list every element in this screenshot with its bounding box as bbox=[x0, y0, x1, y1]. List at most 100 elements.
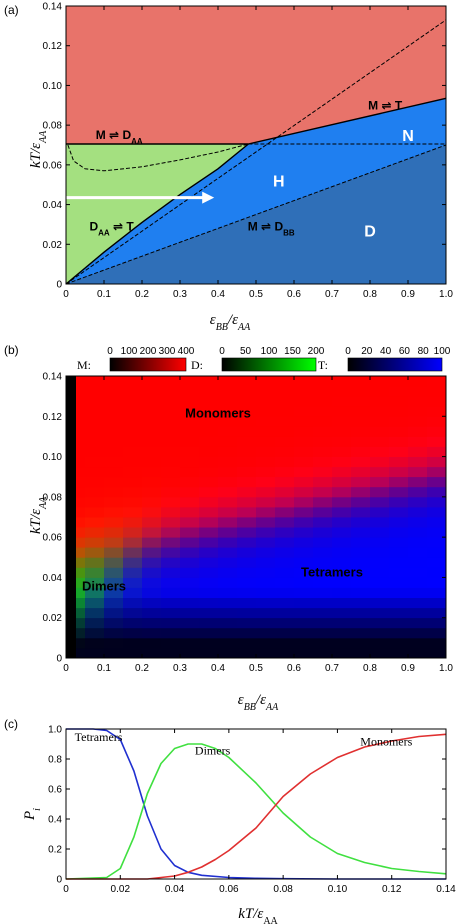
heatmap-cell bbox=[408, 587, 428, 598]
heatmap-cell bbox=[332, 386, 352, 397]
heatmap-cell bbox=[313, 527, 333, 538]
y-tick-label: 0.14 bbox=[43, 2, 63, 13]
heatmap-cell bbox=[123, 637, 143, 649]
heatmap-cell bbox=[104, 637, 124, 649]
heatmap-cell bbox=[104, 607, 124, 619]
heatmap-cell bbox=[199, 627, 219, 639]
heatmap-cell bbox=[237, 466, 257, 478]
heatmap-cell bbox=[199, 496, 219, 508]
colorbar-swatch bbox=[109, 357, 187, 372]
heatmap-cell bbox=[332, 396, 352, 407]
heatmap-cell bbox=[256, 597, 276, 609]
heatmap-cell bbox=[294, 386, 314, 397]
heatmap-cell bbox=[199, 466, 219, 478]
heatmap-cell bbox=[218, 547, 238, 558]
heatmap-cell bbox=[427, 506, 447, 518]
heatmap-cell bbox=[370, 597, 390, 609]
heatmap-cell bbox=[389, 517, 409, 528]
heatmap-cell bbox=[294, 486, 314, 498]
x-tick-label: 0.4 bbox=[211, 663, 225, 674]
heatmap-cell bbox=[427, 436, 447, 447]
heatmap-cell bbox=[180, 466, 200, 478]
y-tick-label: 0 bbox=[56, 875, 62, 886]
heatmap-cell bbox=[104, 466, 124, 478]
heatmap-cell bbox=[123, 597, 143, 609]
heatmap-cell bbox=[294, 547, 314, 558]
heatmap-cell bbox=[161, 527, 181, 538]
heatmap-cell bbox=[180, 426, 200, 437]
heatmap-cell bbox=[256, 466, 276, 478]
panel-a-label: (a) bbox=[4, 3, 19, 17]
heatmap-cell bbox=[408, 506, 428, 518]
heatmap-cell bbox=[85, 376, 105, 387]
heatmap-cell bbox=[104, 597, 124, 609]
y-tick-label: 0 bbox=[56, 280, 62, 291]
heatmap-cell bbox=[408, 577, 428, 588]
heatmap-cell bbox=[76, 637, 86, 649]
heatmap-cell bbox=[123, 627, 143, 639]
heatmap-cell bbox=[237, 436, 257, 447]
heatmap-cell bbox=[123, 436, 143, 447]
heatmap-cell bbox=[294, 396, 314, 407]
heatmap-cell bbox=[275, 547, 295, 558]
heatmap-cell bbox=[142, 396, 162, 407]
heatmap-cell bbox=[76, 587, 86, 598]
heatmap-cell bbox=[256, 547, 276, 558]
heatmap-cell bbox=[76, 476, 86, 488]
heatmap-cell bbox=[256, 486, 276, 498]
heatmap-cell bbox=[389, 386, 409, 397]
x-tick-label: 1.0 bbox=[439, 663, 453, 674]
heatmap-cell bbox=[142, 527, 162, 538]
heatmap-cell bbox=[256, 506, 276, 518]
heatmap-cell bbox=[142, 506, 162, 518]
heatmap-cell bbox=[275, 446, 295, 457]
heatmap-cell bbox=[370, 476, 390, 488]
x-tick-label: 0.3 bbox=[173, 663, 187, 674]
heatmap-cell bbox=[76, 527, 86, 538]
heatmap-cell bbox=[408, 607, 428, 619]
heatmap-cell bbox=[199, 617, 219, 629]
heatmap-cell bbox=[351, 637, 371, 649]
heatmap-cell bbox=[313, 376, 333, 387]
heatmap-cell bbox=[294, 597, 314, 609]
heatmap-cell bbox=[142, 486, 162, 498]
heatmap-cell bbox=[218, 476, 238, 488]
heatmap-cell bbox=[313, 396, 333, 407]
heatmap-cell bbox=[294, 527, 314, 538]
heatmap-cell bbox=[180, 416, 200, 427]
heatmap-cell bbox=[142, 617, 162, 629]
heatmap-cell bbox=[332, 577, 352, 588]
heatmap-cell bbox=[256, 637, 276, 649]
heatmap-cell bbox=[351, 396, 371, 407]
heatmap-cell bbox=[275, 537, 295, 548]
series-label: Monomers bbox=[360, 735, 412, 749]
heatmap-cell bbox=[408, 496, 428, 508]
transition-annotation: M ⇌ T bbox=[368, 98, 403, 112]
y-tick-label: 1.0 bbox=[48, 725, 62, 736]
heatmap-cell bbox=[408, 547, 428, 558]
heatmap-cell bbox=[237, 607, 257, 619]
series-line-monomers bbox=[66, 733, 447, 880]
heatmap-cell bbox=[76, 517, 86, 528]
heatmap-cell bbox=[180, 527, 200, 538]
colorbar-swatch bbox=[221, 357, 317, 372]
colorbar-tick-label: 200 bbox=[140, 346, 157, 357]
heatmap-cell bbox=[389, 396, 409, 407]
heatmap-cell bbox=[199, 637, 219, 649]
heatmap-cell bbox=[85, 446, 105, 457]
heatmap-cell bbox=[408, 617, 428, 629]
heatmap-cell bbox=[142, 446, 162, 457]
heatmap-cell bbox=[199, 426, 219, 437]
heatmap-cell bbox=[199, 436, 219, 447]
heatmap-cell bbox=[408, 396, 428, 407]
heatmap-cell bbox=[104, 527, 124, 538]
heatmap-cell bbox=[256, 577, 276, 588]
ylabel-sub-aa: AA bbox=[38, 496, 49, 510]
heatmap-cell bbox=[104, 647, 124, 659]
heatmap-cell bbox=[104, 476, 124, 488]
xlabel-sub-bb: BB bbox=[244, 702, 256, 713]
heatmap-cell bbox=[199, 647, 219, 659]
heatmap-cell bbox=[313, 517, 333, 528]
heatmap-cell bbox=[370, 587, 390, 598]
y-tick-label: 0.12 bbox=[43, 412, 63, 423]
